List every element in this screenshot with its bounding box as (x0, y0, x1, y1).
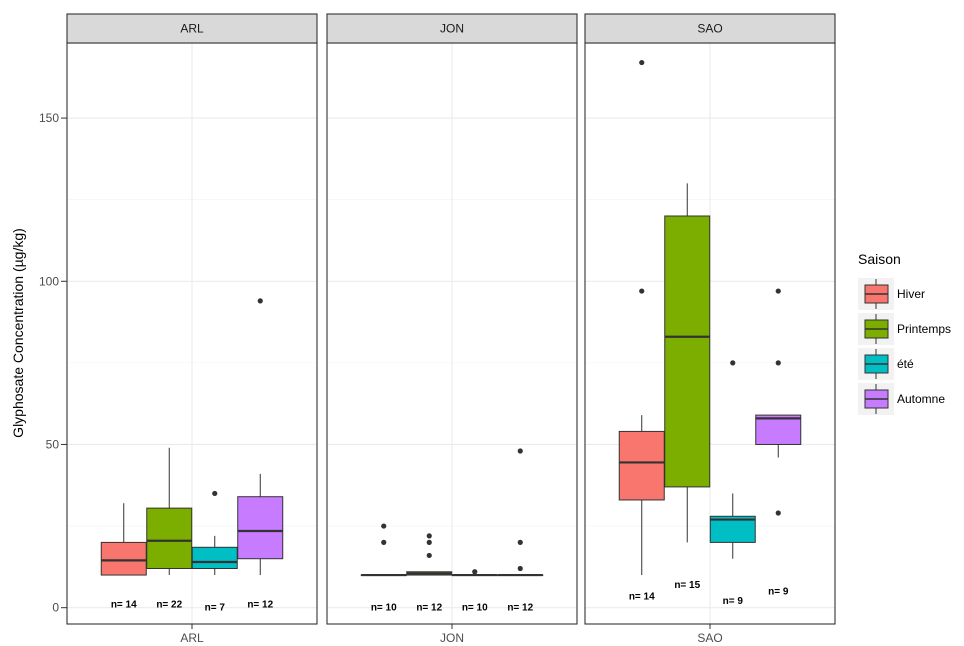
legend-title: Saison (858, 251, 901, 267)
legend-item-hiver: Hiver (858, 278, 925, 310)
facet-strip (66, 13, 318, 44)
box-sao-hiver: n= 14 (618, 59, 665, 602)
box-iqr (664, 215, 711, 488)
outlier-point (639, 59, 645, 66)
legend-label: Automne (897, 392, 945, 406)
n-count-label: n= 15 (674, 580, 700, 591)
facet-panel-arl: n= 14 n= 22 n= 7 n= 12 ARL ARL (66, 13, 318, 645)
n-count-label: n= 12 (247, 599, 273, 610)
n-count-label: n= 9 (723, 596, 744, 607)
outlier-point (639, 288, 645, 294)
n-count-label: n= 12 (416, 603, 442, 614)
x-tick-label: ARL (180, 631, 204, 645)
facet-strip (326, 13, 578, 44)
facet-strip-label: JON (440, 22, 464, 36)
n-count-label: n= 10 (462, 603, 488, 614)
outlier-point (517, 539, 523, 545)
legend-label: été (897, 357, 914, 371)
legend-item-automne: Automne (858, 383, 945, 415)
y-tick-label: 150 (39, 111, 59, 125)
facet-panel-jon: n= 10 n= 12 n= 10 n= 12 JON JON (326, 13, 578, 645)
box-arl-hiver: n= 14 (100, 503, 147, 610)
box-arl-automne: n= 12 (237, 298, 284, 610)
box-arl-printemps: n= 22 (146, 447, 193, 610)
facet-strip-label: SAO (697, 22, 722, 36)
box-jon-automne: n= 12 (497, 448, 544, 614)
legend-label: Hiver (897, 287, 925, 301)
legend-label: Printemps (897, 322, 951, 336)
facet-panel-sao: n= 14 n= 15 n= 9 n= 9 SAO SAO (584, 13, 836, 645)
facet-strip-label: ARL (180, 22, 204, 36)
n-count-label: n= 12 (507, 603, 533, 614)
outlier-point (730, 360, 736, 366)
box-iqr (755, 414, 802, 445)
n-count-label: n= 10 (371, 603, 397, 614)
box-iqr (191, 546, 238, 570)
y-tick-label: 50 (46, 437, 60, 451)
outlier-point (517, 565, 523, 572)
outlier-point (212, 490, 218, 497)
facet-strip (584, 13, 836, 44)
box-iqr (146, 507, 193, 570)
legend: Saison Hiver Printemps été Automne (858, 251, 951, 415)
n-count-label: n= 9 (768, 586, 789, 597)
n-count-label: n= 22 (156, 599, 182, 610)
outlier-point (517, 448, 523, 454)
n-count-label: n= 7 (205, 603, 226, 614)
outlier-point (775, 288, 781, 294)
y-axis-title: Glyphosate Concentration (µg/kg) (10, 228, 26, 438)
legend-item-t: été (858, 348, 914, 380)
box-jon-printemps: n= 12 (406, 533, 453, 614)
outlier-point (426, 539, 432, 545)
n-count-label: n= 14 (629, 591, 655, 602)
x-tick-label: JON (440, 631, 464, 645)
legend-item-printemps: Printemps (858, 313, 951, 345)
outlier-point (381, 539, 387, 545)
box-jon-t: n= 10 (451, 569, 498, 614)
outlier-point (426, 533, 432, 539)
outlier-point (775, 360, 781, 366)
outlier-point (775, 510, 781, 516)
y-tick-label: 0 (52, 601, 59, 615)
box-iqr (100, 541, 147, 576)
box-sao-printemps: n= 15 (664, 183, 711, 591)
y-tick-label: 100 (39, 274, 59, 288)
outlier-point (257, 298, 263, 304)
x-tick-label: SAO (697, 631, 722, 645)
n-count-label: n= 14 (111, 599, 137, 610)
box-iqr (618, 430, 665, 501)
box-iqr (237, 496, 284, 560)
box-sao-t: n= 9 (709, 360, 756, 607)
outlier-point (426, 552, 432, 559)
outlier-point (472, 569, 478, 575)
outlier-point (381, 523, 387, 529)
box-sao-automne: n= 9 (755, 288, 802, 597)
